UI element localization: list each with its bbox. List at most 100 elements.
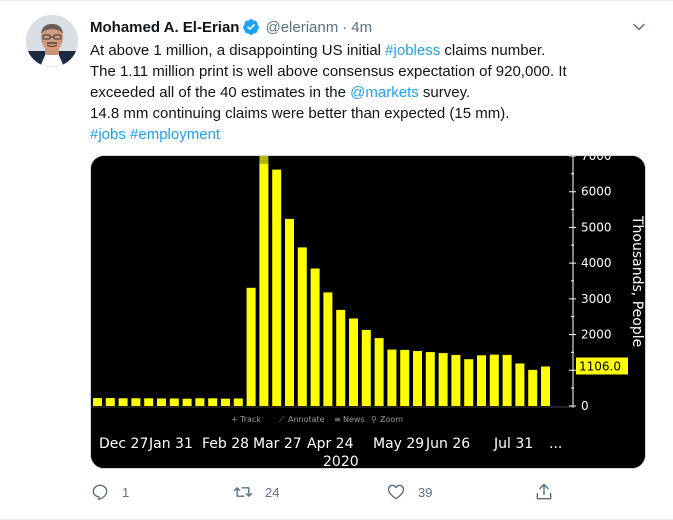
x-tick-label: Jul 31	[493, 436, 533, 452]
chart-bar	[131, 398, 141, 406]
chart-bar	[259, 160, 269, 406]
chart-bar	[221, 398, 230, 406]
chart-bar	[541, 366, 550, 406]
retweet-button[interactable]: 24	[233, 482, 279, 502]
chart-bar	[413, 351, 422, 406]
y-tick-label: 3000	[581, 292, 612, 306]
chart-bar	[233, 398, 243, 406]
chart-bar	[323, 292, 333, 406]
tweet-text-line: 14.8 mm continuing claims were better th…	[90, 103, 650, 124]
chart-bar	[451, 354, 461, 406]
x-tick-label: Apr 24	[307, 436, 354, 452]
chart-bar	[425, 352, 435, 406]
chart-bar	[157, 398, 166, 406]
tweet-text-segment: exceeded all of the 40 estimates in the	[90, 84, 351, 101]
y-tick-label: 4000	[581, 256, 612, 270]
tweet-text-line: At above 1 million, a disappointing US i…	[90, 40, 650, 61]
chart-bar	[387, 349, 397, 406]
x-tick-label: May 29	[373, 436, 424, 452]
chart-bar	[400, 349, 410, 406]
chart-toolbar-item: Annotate	[288, 415, 325, 424]
chart-bar	[285, 218, 294, 406]
hashtag-link[interactable]: #jobs	[90, 126, 126, 143]
tweet-text-line: The 1.11 million print is well above con…	[90, 61, 650, 82]
chart-bar	[297, 247, 307, 406]
chart-toolbar-item: Track	[239, 415, 261, 424]
chart-bar	[438, 353, 448, 406]
hashtag-link[interactable]: #employment	[130, 126, 221, 143]
x-tick-label: Mar 27	[253, 436, 302, 452]
y-tick-label: 6000	[581, 185, 612, 199]
last-value-label: 1106.0	[579, 360, 621, 374]
y-tick-label: 5000	[581, 220, 612, 234]
share-button[interactable]	[534, 482, 554, 502]
chart-bar	[502, 354, 512, 406]
chart-toolbar-icon: +	[231, 415, 238, 424]
chart-bar	[374, 338, 384, 406]
reply-icon	[92, 484, 108, 501]
tweet-text-segment: The 1.11 million print is well above con…	[90, 63, 567, 80]
bar-chart: 01000200030004000500060007000Thousands, …	[91, 156, 645, 469]
chart-bar	[272, 169, 282, 406]
separator-dot: ·	[342, 18, 348, 36]
last-value-box	[576, 357, 628, 375]
reply-count: 1	[122, 484, 130, 500]
chart-bar	[169, 398, 179, 406]
chart-bar	[144, 398, 154, 406]
chart-toolbar-item: News	[343, 415, 365, 424]
x-tick-label: Jan 31	[148, 436, 193, 452]
y-tick-label: 2000	[581, 328, 612, 342]
tweet-text-segment: 14.8 mm continuing claims were better th…	[90, 105, 510, 122]
x-tick-label: Feb 28	[202, 436, 249, 452]
mention-link[interactable]: @markets	[350, 84, 419, 101]
chart-bar	[93, 398, 102, 406]
chart-bar	[336, 309, 346, 406]
action-bar: 1 24 39	[90, 482, 560, 504]
like-button[interactable]: 39	[386, 482, 432, 502]
chart-bar	[477, 355, 486, 406]
tweet-text-segment: survey.	[418, 84, 471, 101]
chart-bar	[182, 398, 192, 406]
verified-badge-icon	[243, 19, 260, 35]
chart-bar	[246, 287, 256, 406]
tweet-text-line: #jobs #employment	[90, 124, 650, 145]
author-name[interactable]: Mohamed A. El-Erian	[90, 18, 240, 36]
y-axis-title: Thousands, People	[629, 215, 645, 347]
chart-bar	[195, 398, 205, 406]
chart-bar	[464, 359, 474, 406]
chart-bar	[208, 398, 218, 406]
y-tick-label: 0	[581, 399, 589, 413]
divider	[0, 0, 673, 1]
author-handle[interactable]: @elerianm	[265, 18, 339, 36]
chevron-down-icon[interactable]	[629, 17, 649, 37]
chart-toolbar-item: Zoom	[380, 415, 403, 424]
chart-bar	[515, 363, 525, 406]
share-icon	[536, 483, 552, 500]
chart-bar	[105, 398, 115, 406]
chart-toolbar-icon: ≡	[334, 415, 341, 424]
chart-toolbar-icon: ⚲	[371, 415, 377, 424]
chart-image[interactable]: 01000200030004000500060007000Thousands, …	[90, 155, 646, 469]
x-tick-label: ...	[549, 436, 562, 452]
chart-bar	[310, 268, 320, 406]
heart-icon	[387, 484, 405, 500]
tweet-text: At above 1 million, a disappointing US i…	[90, 40, 650, 145]
chart-toolbar-icon: ⟋	[279, 415, 285, 424]
chart-bar	[489, 354, 499, 406]
tweet-text-segment: At above 1 million, a disappointing US i…	[90, 42, 386, 59]
hashtag-link[interactable]: #jobless	[385, 42, 441, 59]
retweet-icon	[233, 487, 253, 497]
y-tick-label: 7000	[581, 156, 612, 163]
retweet-count: 24	[265, 484, 280, 500]
chart-bar	[528, 369, 538, 406]
reply-button[interactable]: 1	[90, 482, 129, 502]
chart-background	[91, 156, 645, 468]
chart-bar	[349, 318, 358, 406]
x-tick-label: Jun 26	[425, 436, 470, 452]
timestamp[interactable]: 4m	[351, 18, 373, 36]
x-year-label: 2020	[323, 454, 359, 469]
avatar[interactable]	[26, 15, 78, 67]
chart-bar-highlight	[259, 156, 269, 164]
x-tick-label: Dec 27	[99, 436, 148, 452]
